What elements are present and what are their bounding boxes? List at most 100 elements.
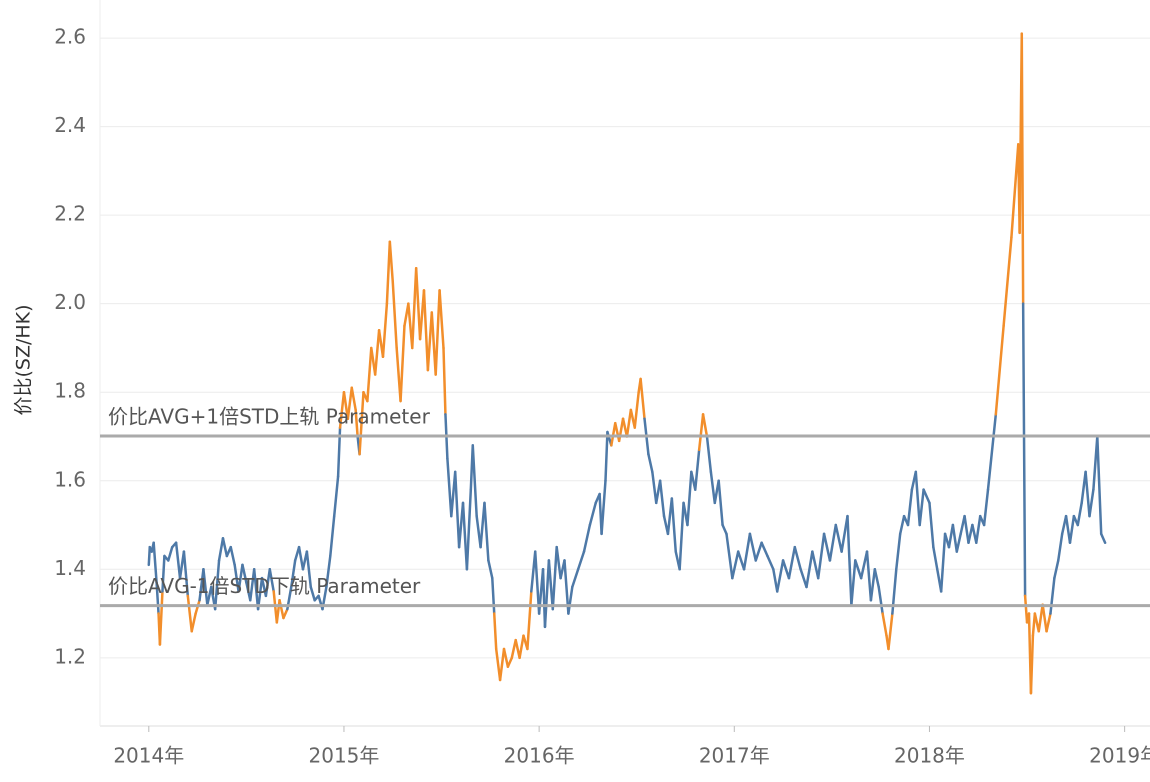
line-segment xyxy=(873,568,880,589)
line-segment xyxy=(411,267,418,350)
line-segment xyxy=(1057,532,1064,562)
y-tick-label: 1.6 xyxy=(54,467,86,491)
line-segment xyxy=(551,545,558,611)
reference-label: 价比AVG+1倍STD上轨 Parameter xyxy=(108,405,431,429)
line-segment xyxy=(152,541,158,584)
line-segment xyxy=(834,523,843,553)
line-segment xyxy=(202,568,209,606)
line-segment xyxy=(582,523,592,553)
line-segment xyxy=(446,457,453,518)
line-segment xyxy=(1088,488,1095,518)
line-segment xyxy=(491,576,496,615)
line-segment xyxy=(760,541,769,558)
line-segment xyxy=(533,550,541,615)
line-segment xyxy=(877,585,884,615)
line-segment xyxy=(736,550,746,571)
line-segment xyxy=(518,634,525,660)
line-segment xyxy=(922,488,931,505)
line-segment xyxy=(854,559,863,580)
line-segment xyxy=(329,514,336,558)
line-segment xyxy=(155,581,160,615)
line-segment xyxy=(373,328,381,376)
y-axis-title: 价比(SZ/HK) xyxy=(13,304,35,415)
line-segment xyxy=(793,545,802,571)
line-segment xyxy=(388,240,395,283)
line-segment xyxy=(697,413,705,452)
line-segment xyxy=(787,545,797,580)
line-segment xyxy=(502,647,510,668)
line-segment xyxy=(494,647,502,682)
line-segment xyxy=(725,532,734,580)
line-segment xyxy=(426,311,434,372)
line-segment xyxy=(717,479,724,527)
y-tick-label: 2.2 xyxy=(54,202,86,226)
line-segment xyxy=(237,563,244,593)
line-segment xyxy=(775,559,785,593)
line-segment xyxy=(186,594,193,633)
line-segment xyxy=(1068,514,1076,544)
line-segment xyxy=(332,475,340,518)
line-segment xyxy=(604,430,609,483)
line-segment xyxy=(754,541,763,562)
line-segment xyxy=(772,568,779,593)
x-tick-label: 2014年 xyxy=(113,744,184,768)
line-segment xyxy=(167,545,174,562)
line-segment xyxy=(1076,501,1083,527)
line-segment xyxy=(701,413,709,438)
line-segment xyxy=(256,576,264,611)
line-segment xyxy=(1049,576,1056,615)
line-segment xyxy=(647,452,654,474)
line-segment xyxy=(510,638,517,660)
line-segment xyxy=(297,545,305,571)
line-segment xyxy=(1041,603,1048,633)
line-segment xyxy=(366,346,373,403)
line-segment xyxy=(576,550,586,571)
y-tick-label: 1.4 xyxy=(54,556,86,580)
line-segment xyxy=(147,545,152,567)
line-segment xyxy=(850,559,857,606)
line-segment xyxy=(229,545,236,567)
line-segment xyxy=(975,514,982,544)
line-segment xyxy=(487,559,494,580)
line-segment xyxy=(766,554,775,571)
line-segment xyxy=(1037,603,1044,633)
x-tick-label: 2019年 xyxy=(1089,744,1150,768)
line-segment xyxy=(994,324,1005,416)
line-segment xyxy=(748,532,758,562)
line-segment xyxy=(781,559,791,580)
y-tick-label: 2.6 xyxy=(54,25,86,49)
line-segment xyxy=(190,612,197,633)
line-segment xyxy=(354,408,359,438)
line-segment xyxy=(1099,532,1107,544)
line-segment xyxy=(694,448,701,491)
line-segment xyxy=(869,568,877,602)
line-segment xyxy=(846,514,853,606)
line-segment xyxy=(865,550,873,602)
line-segment xyxy=(182,550,190,598)
x-tick-label: 2018年 xyxy=(894,744,965,768)
line-segment xyxy=(1096,435,1103,536)
line-segment xyxy=(471,444,478,518)
line-segment xyxy=(625,408,633,438)
line-segment xyxy=(290,559,297,589)
line-segment xyxy=(610,421,617,447)
line-segment xyxy=(567,585,574,615)
line-segment xyxy=(678,501,685,571)
line-segment xyxy=(658,479,666,518)
line-segment xyxy=(731,550,740,580)
line-segment xyxy=(217,537,225,562)
line-segment xyxy=(705,435,713,474)
line-segment xyxy=(906,488,914,527)
line-segment xyxy=(1084,470,1091,518)
line-segment xyxy=(221,537,229,558)
line-segment xyxy=(822,532,832,562)
line-segment xyxy=(213,559,221,611)
line-segment xyxy=(438,289,445,350)
line-segment xyxy=(571,568,580,589)
line-segment xyxy=(986,413,998,491)
line-segment xyxy=(1053,559,1060,580)
line-segment xyxy=(639,377,646,421)
line-segment xyxy=(799,568,808,589)
x-tick-label: 2016年 xyxy=(504,744,575,768)
